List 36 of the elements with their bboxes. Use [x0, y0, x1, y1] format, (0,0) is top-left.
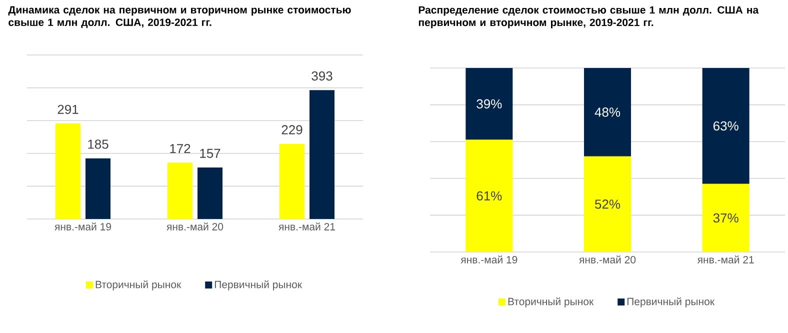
- legend-label: Первичный рынок: [627, 297, 715, 308]
- bar: [56, 124, 80, 219]
- x-tick-label: янв.-май 21: [278, 222, 335, 230]
- data-label: 48%: [594, 108, 620, 117]
- chart-title: Распределение сделок стоимостью свыше 1 млн долл. США на первичном и вторичном рынке, 2019-2021 гг.: [418, 6, 759, 28]
- data-label: 229: [282, 125, 302, 134]
- bar: [86, 158, 110, 219]
- data-label: 172: [170, 144, 190, 154]
- bar: [310, 90, 334, 219]
- data-label: 52%: [595, 200, 620, 209]
- data-label: 291: [58, 104, 78, 114]
- bar: [584, 68, 631, 156]
- x-tick-label: янв.-май 19: [460, 256, 518, 264]
- data-label: 157: [200, 148, 220, 158]
- data-label: 61%: [476, 191, 502, 200]
- bar: [584, 156, 631, 252]
- bar: [466, 68, 513, 140]
- bar: [168, 162, 192, 219]
- chart-title: Динамика сделок на первичном и вторичном рынке стоимостью свыше 1 млн долл. США, 2019-2021 гг.: [8, 6, 351, 28]
- x-tick-label: янв.-май 20: [579, 256, 636, 264]
- bar: [702, 68, 750, 184]
- legend-label: Вторичный рынок: [508, 297, 594, 308]
- legend-label: Первичный рынок: [214, 280, 302, 290]
- x-tick-label: янв.-май 20: [166, 222, 224, 230]
- bar: [198, 168, 223, 219]
- bar: [466, 140, 513, 252]
- x-tick-label: янв.-май 21: [697, 256, 754, 264]
- bar: [702, 184, 750, 252]
- x-tick-label: янв.-май 19: [54, 222, 111, 230]
- data-label: 63%: [713, 121, 738, 131]
- data-label: 393: [312, 71, 332, 81]
- data-label: 37%: [713, 213, 738, 223]
- legend-label: Вторичный рынок: [96, 280, 182, 290]
- data-label: 185: [88, 140, 108, 149]
- data-label: 39%: [476, 99, 502, 108]
- bar: [280, 144, 304, 219]
